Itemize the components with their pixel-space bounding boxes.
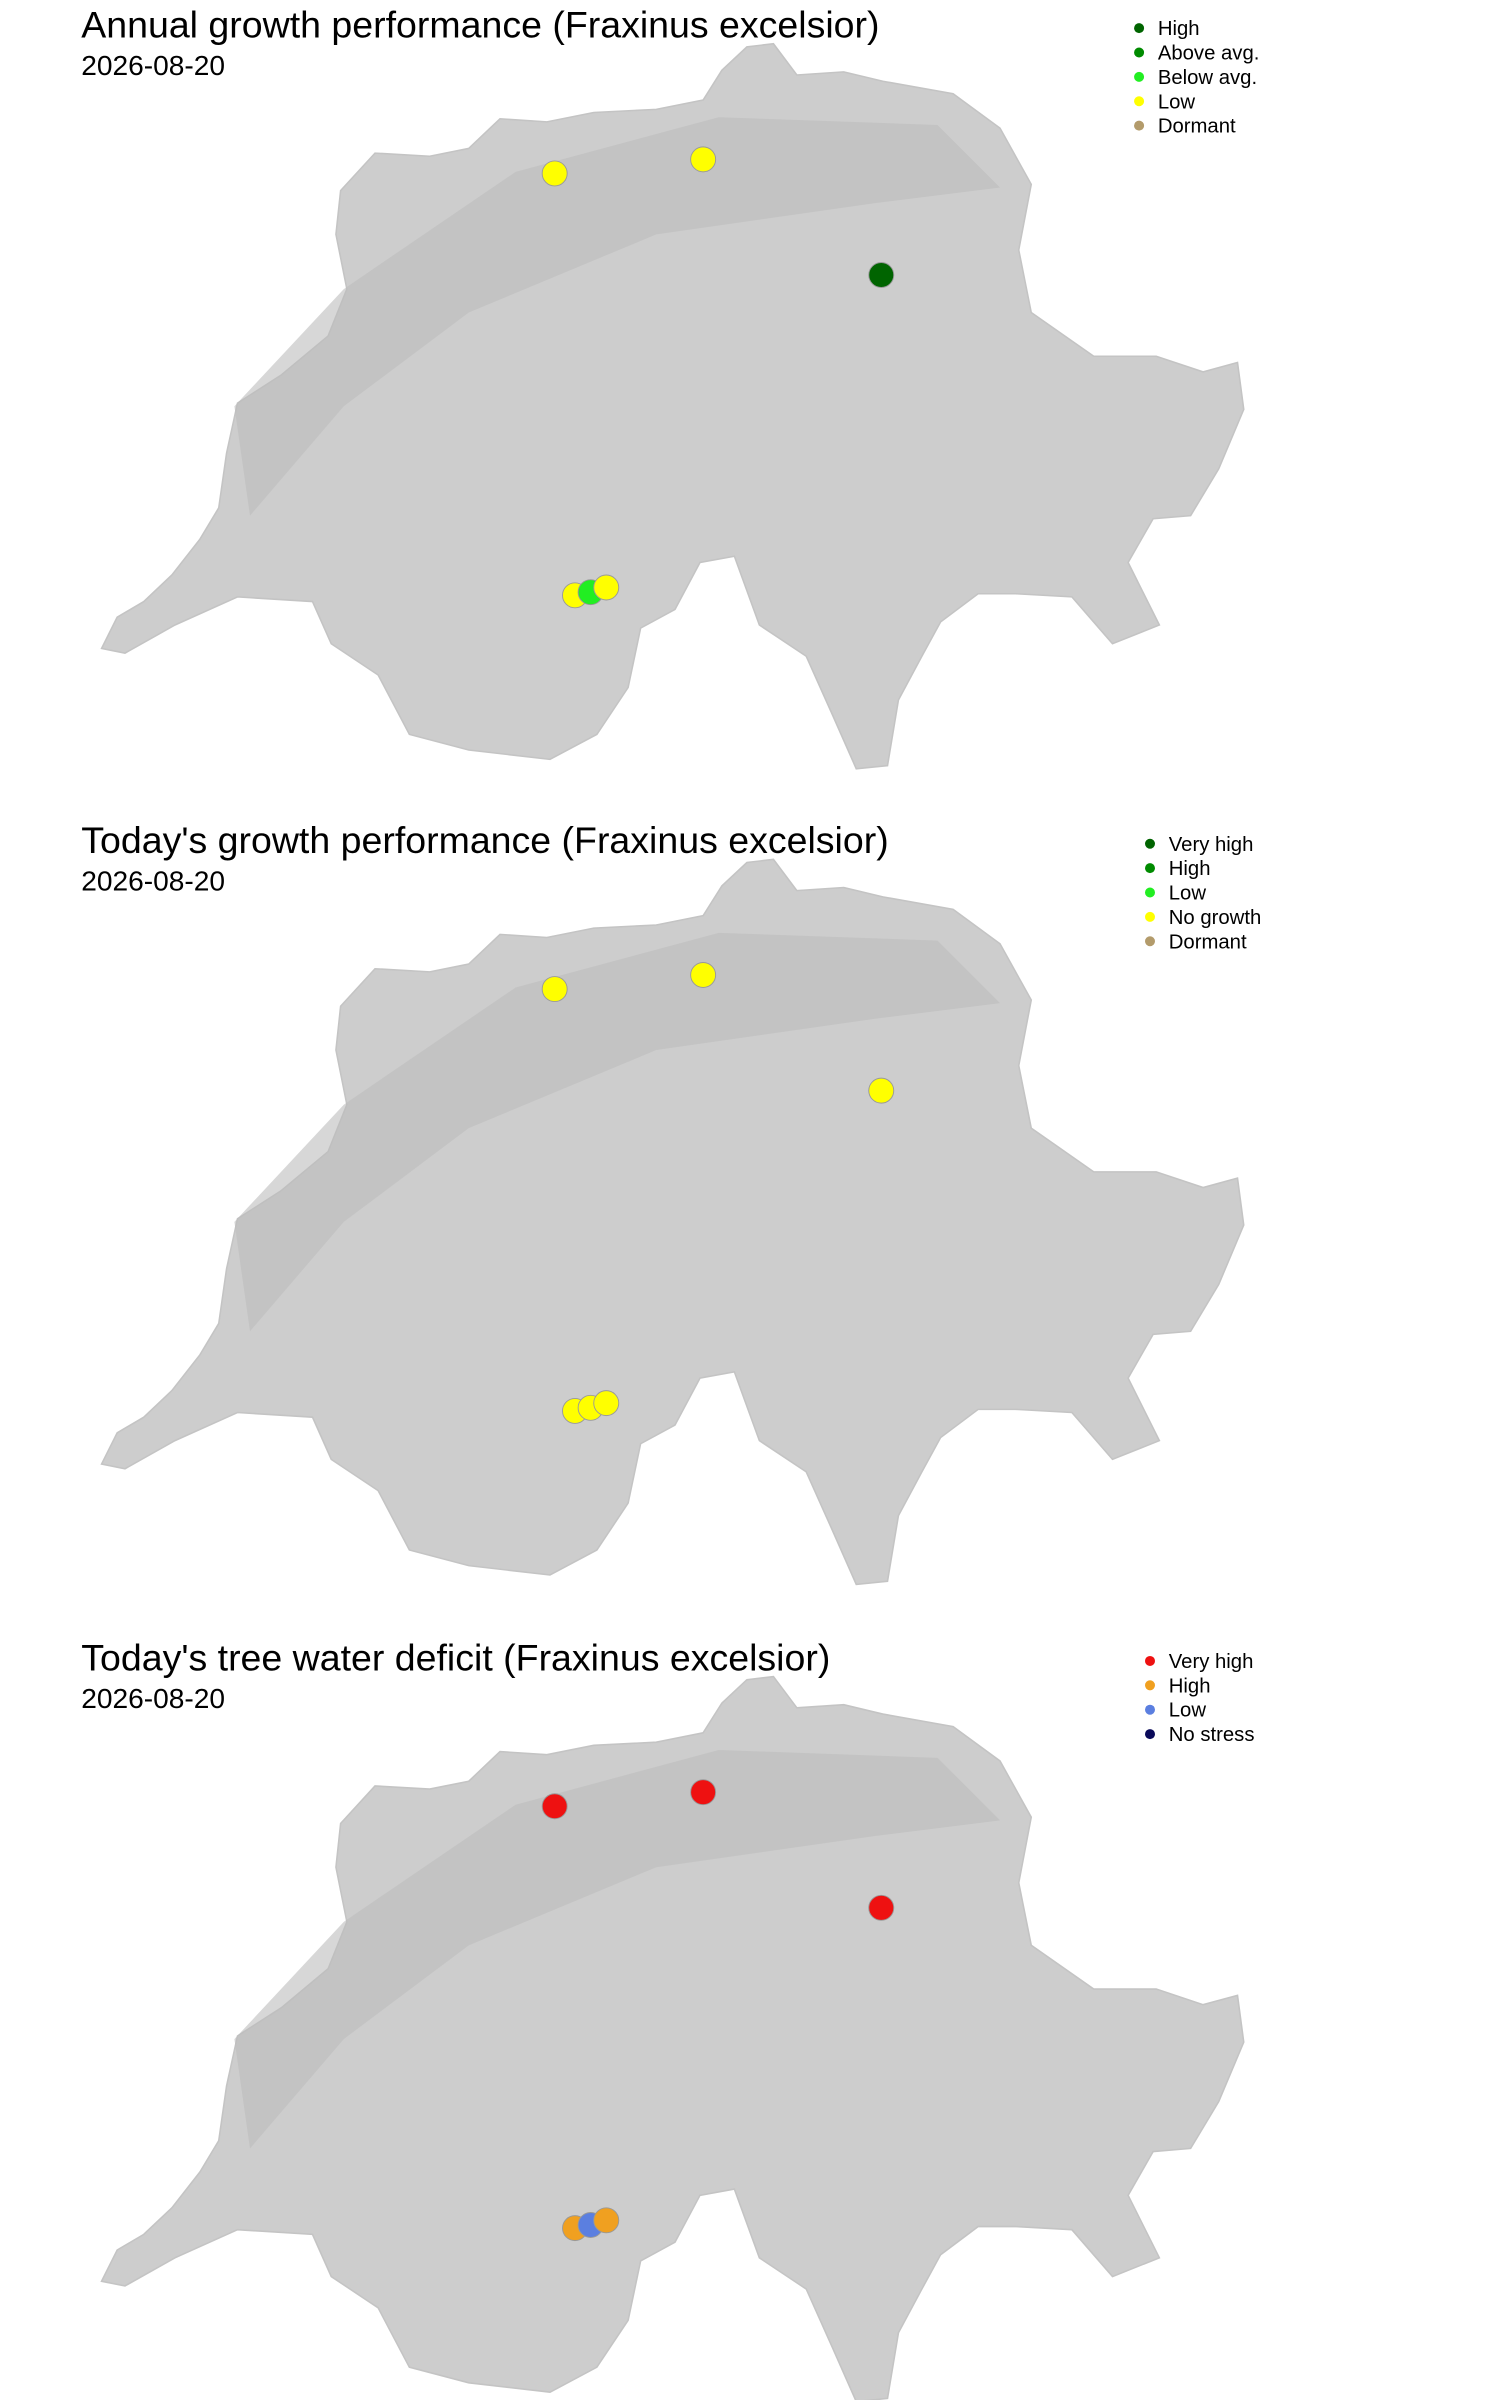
site-marker — [690, 1779, 717, 1806]
site-marker — [868, 262, 895, 288]
legend-marker — [1145, 936, 1155, 947]
site-marker — [868, 1077, 895, 1104]
legend-label: Below avg. — [1158, 67, 1257, 89]
country-map — [100, 42, 1245, 770]
legend-marker — [1145, 1655, 1155, 1666]
map-panel: Annual growth performance (Fraxinus exce… — [81, 4, 1260, 770]
legend-marker — [1134, 71, 1145, 82]
legend-marker — [1134, 23, 1145, 34]
legend-marker — [1145, 1704, 1155, 1715]
terrain-shade — [234, 932, 1000, 1332]
legend-marker — [1134, 47, 1145, 58]
site-marker — [541, 160, 568, 187]
site-marker — [593, 1390, 620, 1417]
map-panel: Today's tree water deficit (Fraxinus exc… — [81, 1636, 1255, 2403]
panel-date: 2026-08-20 — [81, 1683, 225, 1714]
panel-title: Today's growth performance (Fraxinus exc… — [81, 819, 888, 861]
site-marker — [593, 574, 620, 601]
panel-date: 2026-08-20 — [81, 866, 225, 897]
legend-label: Low — [1169, 883, 1207, 905]
legend-marker — [1145, 1729, 1155, 1740]
country-map — [100, 858, 1245, 1586]
panel-title: Annual growth performance (Fraxinus exce… — [81, 4, 879, 46]
panel-title: Today's tree water deficit (Fraxinus exc… — [81, 1636, 830, 1678]
legend-marker — [1145, 863, 1155, 874]
legend-label: Dormant — [1169, 931, 1247, 953]
site-marker — [593, 2207, 620, 2234]
legend-label: Dormant — [1158, 116, 1236, 138]
legend-label: Very high — [1169, 1651, 1254, 1673]
panel-date: 2026-08-20 — [81, 50, 225, 81]
site-marker — [541, 976, 568, 1003]
map-panel: Today's growth performance (Fraxinus exc… — [81, 819, 1262, 1586]
legend-label: Low — [1158, 91, 1196, 113]
legend-label: High — [1158, 18, 1200, 40]
legend-label: No stress — [1169, 1724, 1255, 1746]
legend-marker — [1134, 120, 1145, 131]
legend-marker — [1145, 887, 1155, 898]
legend-marker — [1145, 911, 1155, 922]
terrain-shade — [234, 117, 1000, 516]
legend-label: No growth — [1169, 907, 1262, 929]
site-marker — [690, 962, 717, 988]
legend-label: Above avg. — [1158, 43, 1260, 65]
site-marker — [690, 146, 717, 173]
legend-label: Very high — [1169, 834, 1254, 856]
legend-marker — [1145, 838, 1155, 849]
legend-marker — [1145, 1680, 1155, 1691]
legend-label: High — [1169, 858, 1211, 880]
site-marker — [541, 1793, 568, 1820]
site-marker — [868, 1894, 895, 1921]
legend-marker — [1134, 96, 1145, 107]
terrain-shade — [234, 1750, 1000, 2149]
legend-label: High — [1169, 1675, 1211, 1697]
country-map — [100, 1675, 1245, 2403]
legend-label: Low — [1169, 1700, 1207, 1722]
